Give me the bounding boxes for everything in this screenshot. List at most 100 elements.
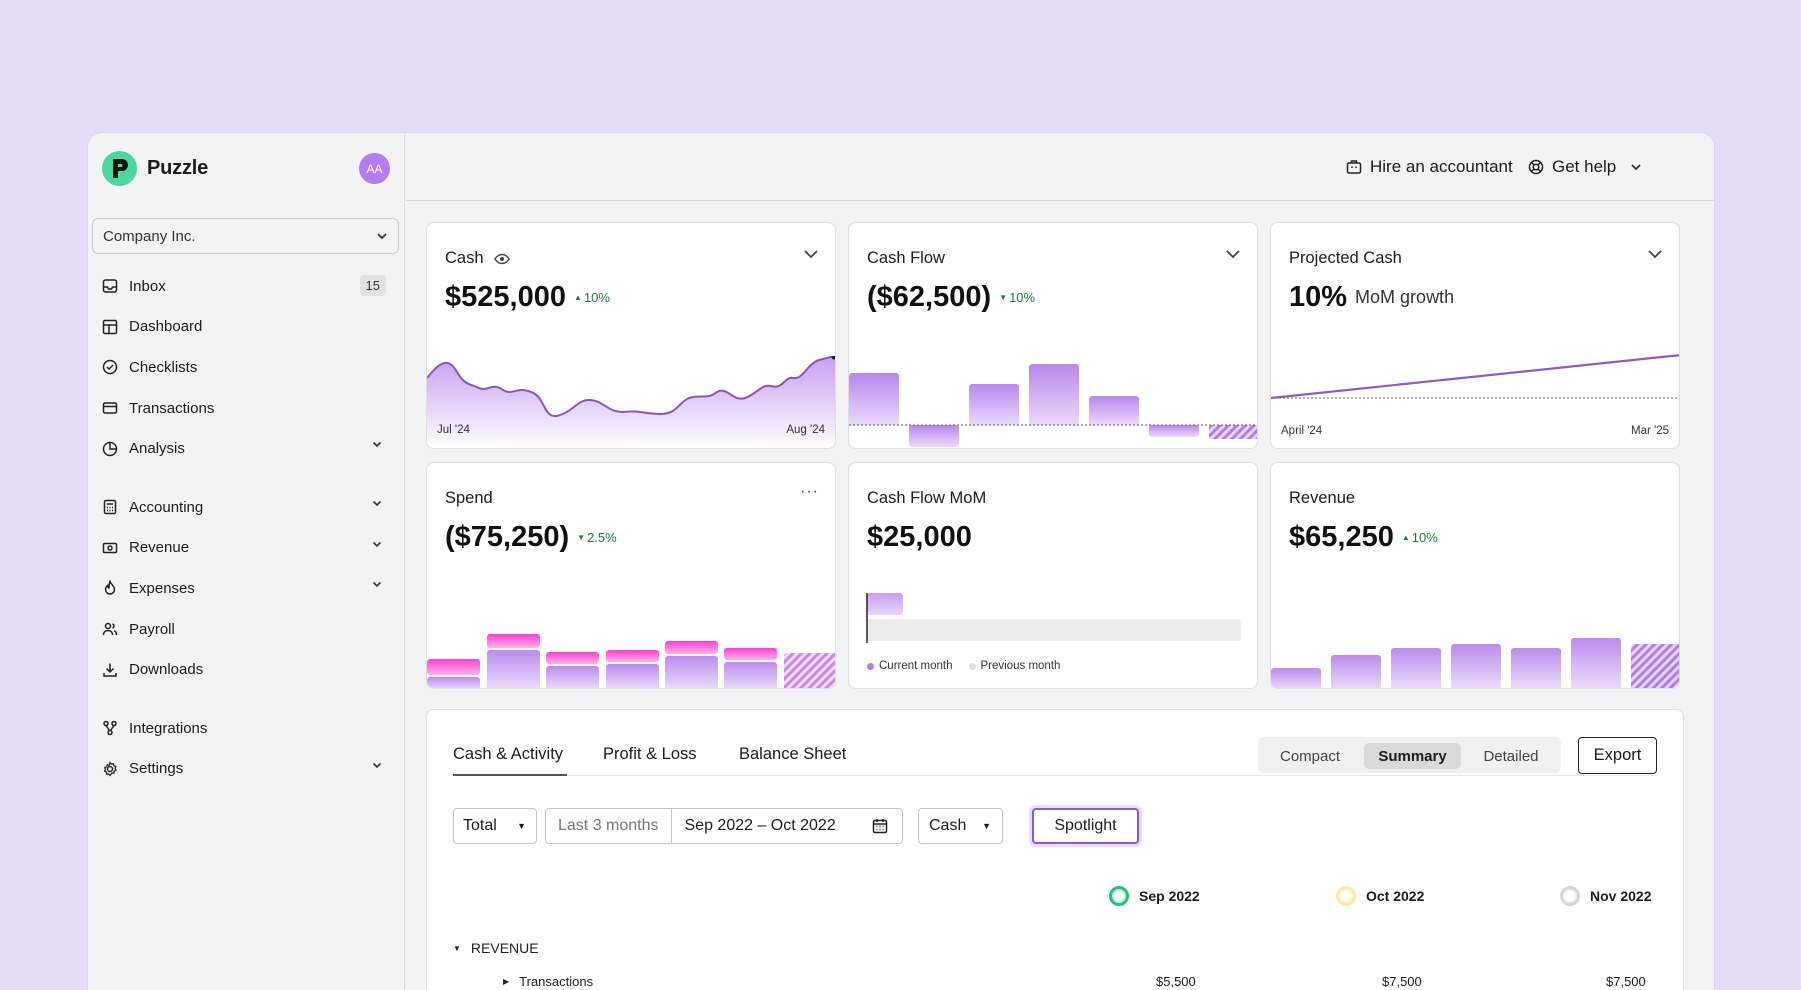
view-compact[interactable]: Compact: [1279, 747, 1341, 765]
date-range-picker[interactable]: Last 3 months Sep 2022 – Oct 2022: [545, 808, 903, 844]
ring-icon: [1560, 886, 1580, 906]
chevron-down-icon: [372, 541, 382, 547]
cash-flow-mom-title: Cash Flow MoM: [867, 489, 987, 507]
cash-flow-card[interactable]: Cash Flow ($62,500) ▼ 10%: [848, 222, 1258, 449]
chevron-down-icon[interactable]: [1225, 249, 1241, 259]
column-nov-2022[interactable]: Nov 2022: [1560, 886, 1651, 906]
bar: [1391, 648, 1441, 688]
sidebar-item-revenue[interactable]: Revenue: [102, 528, 392, 569]
range-value: Sep 2022 – Oct 2022: [684, 817, 836, 834]
sidebar-item-label: Checklists: [129, 358, 198, 376]
bar-projected: [784, 653, 835, 688]
chevron-down-icon: [1631, 164, 1641, 171]
sidebar-item-label: Transactions: [129, 399, 215, 417]
gear-icon: [102, 760, 118, 777]
app-window: Puzzle AA Company Inc. Inbox 15 Dashboar…: [88, 133, 1714, 990]
column-oct-2022[interactable]: Oct 2022: [1336, 886, 1424, 906]
tab-profit-loss[interactable]: Profit & Loss: [603, 745, 697, 763]
chevron-down-icon: [372, 500, 382, 507]
revenue-title: Revenue: [1289, 489, 1356, 507]
tab-balance-sheet[interactable]: Balance Sheet: [739, 745, 847, 763]
ring-icon: [1109, 886, 1129, 906]
revenue-delta: ▲ 10%: [1402, 530, 1438, 545]
eye-icon[interactable]: [493, 253, 510, 265]
view-toggle: Compact Summary Detailed: [1258, 737, 1561, 773]
sidebar-item-accounting[interactable]: Accounting: [102, 487, 392, 528]
sidebar-item-label: Integrations: [129, 719, 208, 737]
range-preset[interactable]: Last 3 months: [546, 809, 672, 843]
hire-accountant-button[interactable]: Hire an accountant: [1346, 157, 1513, 177]
view-summary[interactable]: Summary: [1364, 743, 1461, 769]
get-help-label: Get help: [1552, 157, 1617, 176]
bar: [1149, 425, 1199, 437]
sidebar-item-transactions[interactable]: Transactions: [102, 388, 392, 429]
bar: [724, 648, 777, 660]
basis-select[interactable]: Cash ▼: [918, 808, 1003, 844]
x-start-label: April '24: [1281, 425, 1323, 437]
sidebar-item-dashboard[interactable]: Dashboard: [102, 307, 392, 348]
revenue-section-row[interactable]: ▼ REVENUE: [453, 940, 539, 956]
bar-projected: [1209, 425, 1257, 439]
projected-cash-card[interactable]: Projected Cash 10% MoM growth April '24 …: [1270, 222, 1680, 449]
bar: [546, 666, 599, 688]
sidebar-item-analysis[interactable]: Analysis: [102, 428, 392, 469]
brand[interactable]: Puzzle: [102, 151, 208, 186]
revenue-card[interactable]: Revenue $65,250 ▲ 10%: [1270, 462, 1680, 689]
row-label: Transactions: [519, 974, 594, 989]
card-value: $25,000: [867, 521, 972, 554]
cash-value: $525,000: [445, 281, 566, 313]
chevron-down-icon[interactable]: [1647, 249, 1663, 259]
dashboard-icon: [102, 319, 118, 335]
triangle-up-icon: ▲: [1401, 533, 1410, 542]
caret-right-icon: ▶: [503, 977, 510, 986]
spotlight-button[interactable]: Spotlight: [1032, 808, 1139, 844]
export-button[interactable]: Export: [1578, 737, 1657, 774]
get-help-button[interactable]: Get help: [1528, 157, 1642, 177]
avatar[interactable]: AA: [359, 153, 390, 184]
sidebar-item-downloads[interactable]: Downloads: [102, 649, 392, 690]
cash-flow-mom-card[interactable]: Cash Flow MoM $25,000 Current month Prev…: [848, 462, 1258, 689]
sidebar-item-integrations[interactable]: Integrations: [102, 708, 392, 749]
bar: [909, 425, 959, 447]
legend-previous: Previous month: [968, 660, 1060, 672]
ring-icon: [1336, 886, 1356, 906]
total-select[interactable]: Total ▼: [453, 808, 537, 844]
integrations-icon: [102, 720, 118, 736]
sidebar-item-expenses[interactable]: Expenses: [102, 568, 392, 609]
sidebar-item-payroll[interactable]: Payroll: [102, 609, 392, 650]
sidebar-item-label: Analysis: [129, 440, 185, 458]
mom-legend: Current month Previous month: [867, 660, 1060, 672]
section-label: REVENUE: [470, 940, 539, 956]
projected-suffix: MoM growth: [1355, 287, 1455, 307]
spend-card[interactable]: Spend ··· ($75,250) ▼ 2.5%: [426, 462, 836, 689]
cash-card[interactable]: Cash $525,000 ▲ 10% Jul '24 Aug '24: [426, 222, 836, 449]
sidebar-nav: Inbox 15 Dashboard Checklists Transactio…: [102, 266, 392, 789]
cash-flow-value: ($62,500): [867, 281, 992, 313]
column-sep-2022[interactable]: Sep 2022: [1109, 886, 1200, 906]
sidebar-item-settings[interactable]: Settings: [102, 749, 392, 790]
bar: [665, 656, 718, 688]
tab-cash-activity[interactable]: Cash & Activity: [453, 745, 564, 763]
chevron-down-icon[interactable]: [803, 249, 819, 259]
x-start-label: Jul '24: [437, 424, 470, 436]
company-select[interactable]: Company Inc.: [92, 218, 399, 254]
view-detailed[interactable]: Detailed: [1483, 747, 1539, 765]
current-month-bar: [867, 593, 903, 615]
row-value: $7,500: [1606, 974, 1646, 989]
sidebar-item-inbox[interactable]: Inbox 15: [102, 266, 392, 307]
delta-text: 2.5%: [587, 530, 617, 545]
sidebar-item-checklists[interactable]: Checklists: [102, 347, 392, 388]
sidebar: Puzzle AA Company Inc. Inbox 15 Dashboar…: [88, 133, 405, 990]
transactions-row[interactable]: ▶ Transactions: [503, 974, 593, 989]
puzzle-logo-icon: [102, 151, 137, 186]
top-bar: Hire an accountant Get help: [406, 133, 1714, 201]
spend-value: ($75,250): [445, 521, 570, 553]
export-label: Export: [1593, 746, 1642, 764]
spotlight-label: Spotlight: [1054, 817, 1117, 834]
inbox-count-badge: 15: [359, 275, 386, 296]
more-icon[interactable]: ···: [800, 483, 819, 500]
card-value: ($62,500) ▼ 10%: [867, 281, 1035, 314]
download-icon: [102, 662, 118, 678]
cash-flow-delta: ▼ 10%: [999, 290, 1035, 305]
bar: [724, 662, 777, 688]
